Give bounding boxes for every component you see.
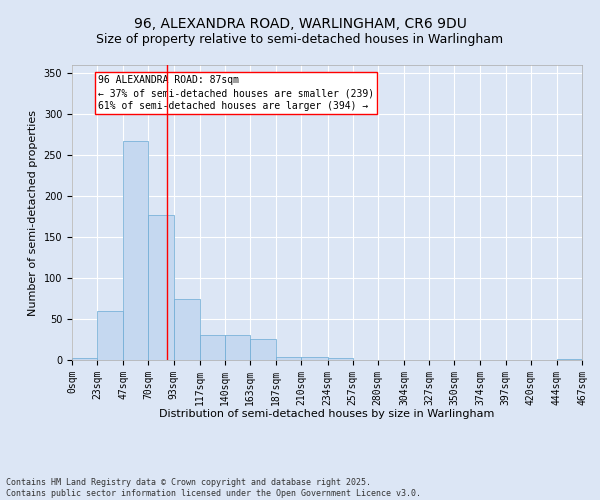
Bar	[328, 358, 353, 360]
Text: 96, ALEXANDRA ROAD, WARLINGHAM, CR6 9DU: 96, ALEXANDRA ROAD, WARLINGHAM, CR6 9DU	[134, 18, 466, 32]
Bar	[301, 356, 328, 360]
Bar	[557, 359, 582, 360]
Bar	[72, 358, 97, 360]
Bar	[97, 311, 124, 360]
X-axis label: Distribution of semi-detached houses by size in Warlingham: Distribution of semi-detached houses by …	[160, 409, 494, 419]
Bar	[276, 356, 301, 360]
Bar	[200, 336, 225, 360]
Bar	[124, 141, 148, 360]
Text: Size of property relative to semi-detached houses in Warlingham: Size of property relative to semi-detach…	[97, 32, 503, 46]
Text: 96 ALEXANDRA ROAD: 87sqm
← 37% of semi-detached houses are smaller (239)
61% of : 96 ALEXANDRA ROAD: 87sqm ← 37% of semi-d…	[98, 75, 374, 111]
Text: Contains HM Land Registry data © Crown copyright and database right 2025.
Contai: Contains HM Land Registry data © Crown c…	[6, 478, 421, 498]
Bar	[148, 215, 173, 360]
Bar	[250, 338, 276, 360]
Bar	[173, 298, 200, 360]
Y-axis label: Number of semi-detached properties: Number of semi-detached properties	[28, 110, 38, 316]
Bar	[225, 336, 250, 360]
